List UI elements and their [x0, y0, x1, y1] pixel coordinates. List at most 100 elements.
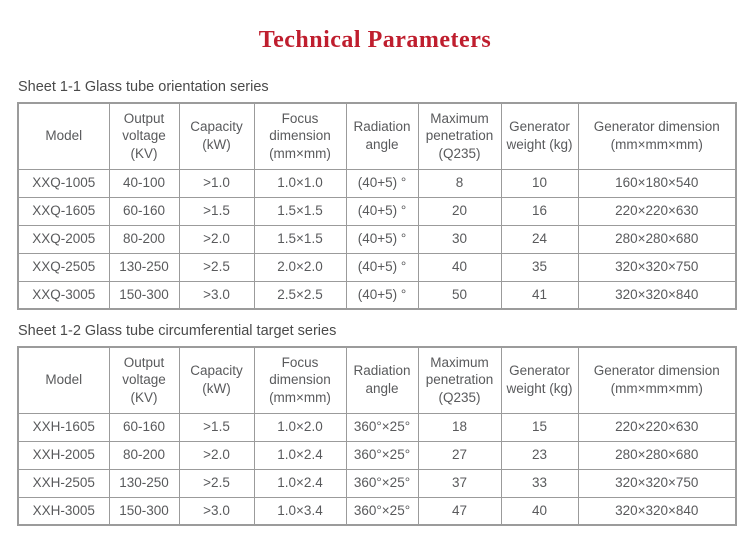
value-cell: 150-300	[108, 496, 180, 526]
model-cell: XXQ-2005	[17, 224, 110, 254]
value-cell: 1.5×1.5	[253, 196, 347, 226]
value-cell: 16	[500, 196, 579, 226]
model-cell: XXQ-2505	[17, 252, 110, 282]
value-cell: >2.5	[178, 252, 255, 282]
value-cell: >3.0	[178, 496, 255, 526]
model-cell: XXH-1605	[17, 412, 110, 442]
value-cell: 320×320×750	[577, 468, 737, 498]
value-cell: 220×220×630	[577, 196, 737, 226]
value-cell: 60-160	[108, 196, 180, 226]
value-cell: 10	[500, 168, 579, 198]
table-row: XXH-2005 80-200 >2.0 1.0×2.4 360°×25° 27 23 280…	[17, 440, 737, 470]
table-row: XXH-2505 130-250 >2.5 1.0×2.4 360°×25° 37 33 32…	[17, 468, 737, 498]
value-cell: 2.5×2.5	[253, 280, 347, 310]
value-cell: 280×280×680	[577, 440, 737, 470]
column-header: Radiation angle	[345, 102, 419, 170]
column-header: Output voltage (KV)	[108, 346, 180, 414]
value-cell: 2.0×2.0	[253, 252, 347, 282]
value-cell: 18	[417, 412, 502, 442]
table-row: XXH-3005 150-300 >3.0 1.0×3.4 360°×25° 47 40 32…	[17, 496, 737, 526]
glass-tube-circumferential-section: Sheet 1-2 Glass tube circumferential tar…	[17, 323, 737, 526]
glass-tube-orientation-section: Sheet 1-1 Glass tube orientation series …	[17, 79, 737, 310]
value-cell: >1.5	[178, 412, 255, 442]
value-cell: 130-250	[108, 252, 180, 282]
value-cell: 1.5×1.5	[253, 224, 347, 254]
model-cell: XXH-3005	[17, 496, 110, 526]
column-header: Capacity (kW)	[178, 102, 255, 170]
value-cell: 60-160	[108, 412, 180, 442]
column-header: Output voltage (KV)	[108, 102, 180, 170]
model-cell: XXQ-1005	[17, 168, 110, 198]
model-cell: XXH-2505	[17, 468, 110, 498]
value-cell: 320×320×840	[577, 280, 737, 310]
value-cell: 23	[500, 440, 579, 470]
table-row: XXQ-2505 130-250 >2.5 2.0×2.0 (40+5) ° 40 35 32…	[17, 252, 737, 282]
model-cell: XXQ-1605	[17, 196, 110, 226]
value-cell: 40-100	[108, 168, 180, 198]
value-cell: 130-250	[108, 468, 180, 498]
value-cell: 320×320×750	[577, 252, 737, 282]
value-cell: 220×220×630	[577, 412, 737, 442]
value-cell: >2.5	[178, 468, 255, 498]
column-header: Focus dimension (mm×mm)	[253, 346, 347, 414]
value-cell: 50	[417, 280, 502, 310]
value-cell: 1.0×2.0	[253, 412, 347, 442]
column-header: Maximum penetration (Q235)	[417, 102, 502, 170]
value-cell: 80-200	[108, 224, 180, 254]
value-cell: >2.0	[178, 440, 255, 470]
value-cell: >3.0	[178, 280, 255, 310]
column-header: Capacity (kW)	[178, 346, 255, 414]
orientation-series-table: Model Output voltage (KV) Capacity (kW) Foc…	[17, 102, 737, 310]
value-cell: 41	[500, 280, 579, 310]
column-header: Generator dimension (mm×mm×mm)	[577, 346, 737, 414]
column-header: Model	[17, 346, 110, 414]
column-header: Maximum penetration (Q235)	[417, 346, 502, 414]
value-cell: 33	[500, 468, 579, 498]
header-row: Model Output voltage (KV) Capacity (kW) Foc…	[17, 346, 737, 414]
value-cell: 30	[417, 224, 502, 254]
value-cell: 360°×25°	[345, 440, 419, 470]
value-cell: (40+5) °	[345, 196, 419, 226]
value-cell: 80-200	[108, 440, 180, 470]
value-cell: 15	[500, 412, 579, 442]
circumferential-series-table: Model Output voltage (KV) Capacity (kW) Foc…	[17, 346, 737, 526]
value-cell: 8	[417, 168, 502, 198]
value-cell: 47	[417, 496, 502, 526]
table-row: XXQ-3005 150-300 >3.0 2.5×2.5 (40+5) ° 50 41 32…	[17, 280, 737, 310]
column-header: Model	[17, 102, 110, 170]
value-cell: >1.5	[178, 196, 255, 226]
column-header: Generator weight (kg)	[500, 102, 579, 170]
value-cell: (40+5) °	[345, 168, 419, 198]
value-cell: 360°×25°	[345, 496, 419, 526]
value-cell: 1.0×2.4	[253, 468, 347, 498]
header-row: Model Output voltage (KV) Capacity (kW) Foc…	[17, 102, 737, 170]
value-cell: (40+5) °	[345, 280, 419, 310]
value-cell: 280×280×680	[577, 224, 737, 254]
table-caption-sheet-1-1: Sheet 1-1 Glass tube orientation series	[18, 79, 269, 95]
column-header: Radiation angle	[345, 346, 419, 414]
value-cell: (40+5) °	[345, 252, 419, 282]
page-title: Technical Parameters	[258, 27, 492, 53]
value-cell: (40+5) °	[345, 224, 419, 254]
table-row: XXH-1605 60-160 >1.5 1.0×2.0 360°×25° 18 15 220…	[17, 412, 737, 442]
column-header: Generator weight (kg)	[500, 346, 579, 414]
value-cell: 160×180×540	[577, 168, 737, 198]
value-cell: 1.0×1.0	[253, 168, 347, 198]
column-header: Focus dimension (mm×mm)	[253, 102, 347, 170]
value-cell: 320×320×840	[577, 496, 737, 526]
value-cell: >2.0	[178, 224, 255, 254]
table-row: XXQ-1005 40-100 >1.0 1.0×1.0 (40+5) ° 8 10 160×…	[17, 168, 737, 198]
value-cell: 37	[417, 468, 502, 498]
value-cell: 40	[500, 496, 579, 526]
value-cell: 40	[417, 252, 502, 282]
value-cell: 24	[500, 224, 579, 254]
value-cell: 1.0×2.4	[253, 440, 347, 470]
value-cell: 360°×25°	[345, 412, 419, 442]
table-caption-sheet-1-2: Sheet 1-2 Glass tube circumferential tar…	[18, 323, 337, 339]
model-cell: XXH-2005	[17, 440, 110, 470]
value-cell: 20	[417, 196, 502, 226]
value-cell: 27	[417, 440, 502, 470]
table-row: XXQ-2005 80-200 >2.0 1.5×1.5 (40+5) ° 30 24 280…	[17, 224, 737, 254]
value-cell: 35	[500, 252, 579, 282]
table-row: XXQ-1605 60-160 >1.5 1.5×1.5 (40+5) ° 20 16 220…	[17, 196, 737, 226]
